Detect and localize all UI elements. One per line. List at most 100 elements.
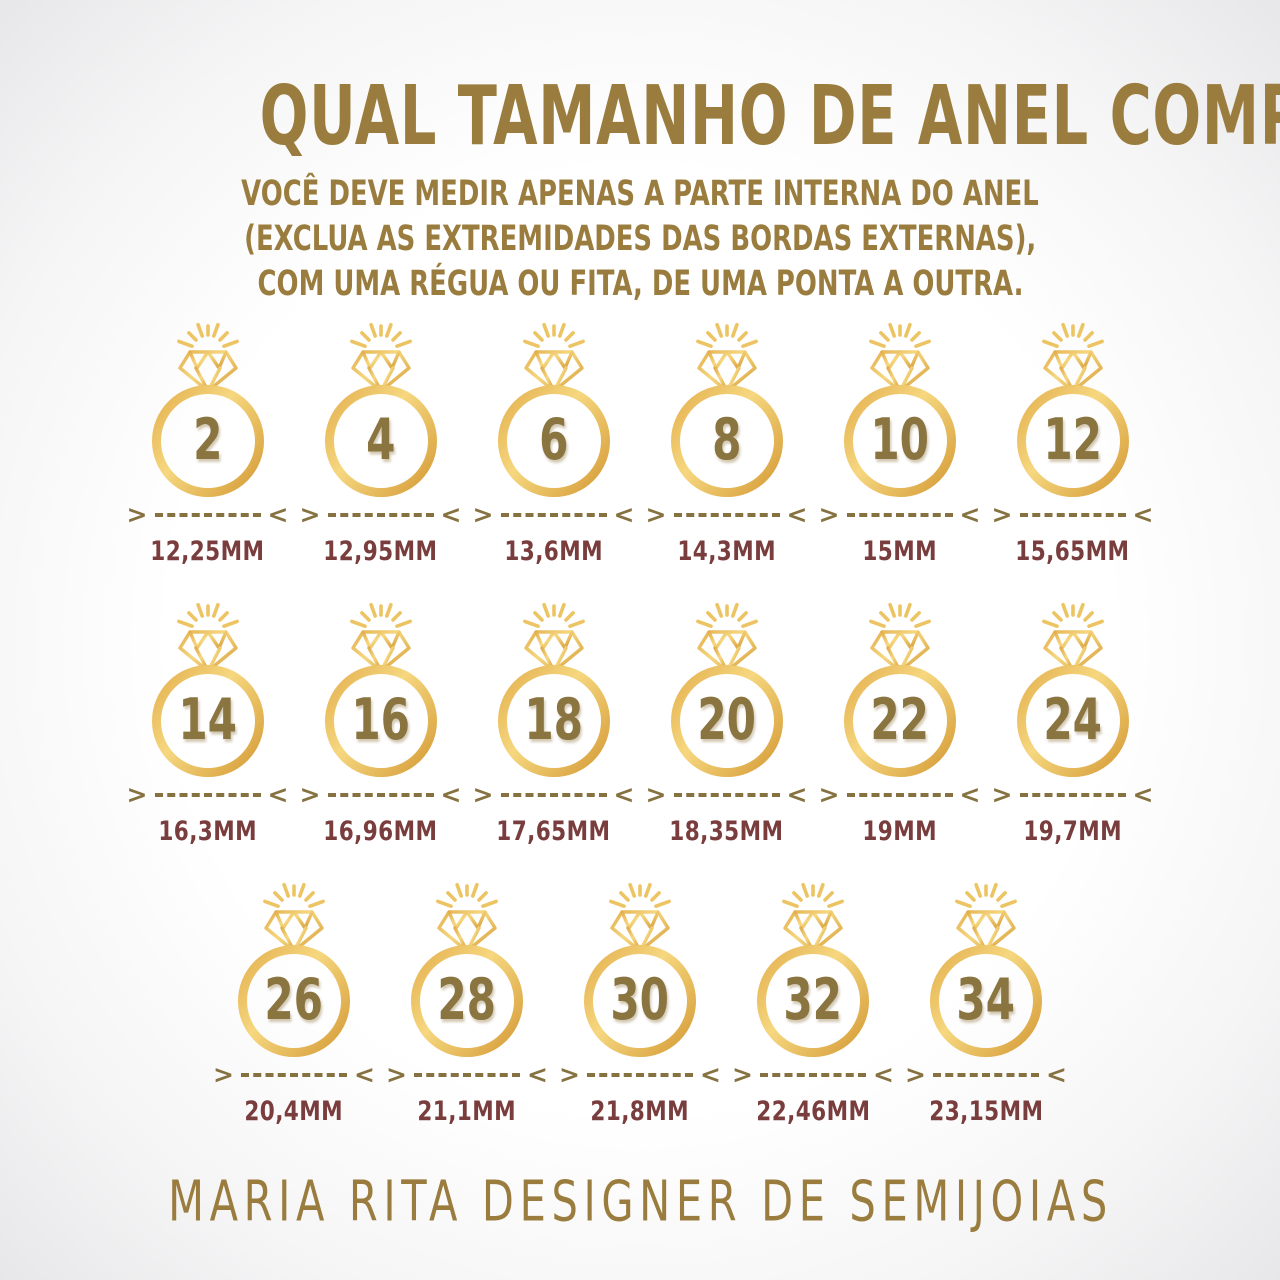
ring-band	[411, 945, 523, 1057]
ring-diameter-label: 15,65MM	[1015, 536, 1130, 567]
brand-footer-text: MARIA RITA DESIGNER DE SEMIJOIAS	[167, 1169, 1113, 1235]
ring-diameter-label: 16,96MM	[323, 816, 438, 847]
diamond-ring-icon: 6	[468, 322, 640, 498]
ring-band	[757, 945, 869, 1057]
ring-size-number: 24	[1043, 687, 1102, 753]
arrow-left-icon: <	[354, 1060, 375, 1089]
ring-band	[670, 665, 783, 777]
ring-size-number: 18	[524, 687, 583, 753]
ring-size-number: 6	[538, 407, 569, 473]
dashed-line	[241, 1073, 347, 1077]
dashed-line	[327, 793, 434, 797]
ring-diameter-label: 17,65MM	[496, 816, 611, 847]
diamond-ring-icon: 18	[468, 602, 640, 778]
arrow-right-icon: >	[299, 500, 321, 529]
diameter-measure: > <	[819, 502, 981, 528]
subtitle-line-2: (EXCLUA AS EXTREMIDADES DAS BORDAS EXTER…	[243, 219, 1037, 259]
sparkle-rays-icon	[522, 602, 585, 629]
diamond-ring-graphic	[843, 602, 956, 777]
diameter-measure: > <	[473, 782, 635, 808]
diameter-measure: > <	[646, 782, 808, 808]
diamond-ring-graphic	[1016, 322, 1129, 497]
arrow-right-icon: >	[559, 1060, 580, 1089]
ring-size-item: 34 > < 23,15MM	[900, 882, 1073, 1127]
dashed-line	[414, 1073, 520, 1077]
arrow-left-icon: <	[1046, 1060, 1067, 1089]
diameter-measure: > <	[819, 782, 981, 808]
ring-size-number: 8	[711, 407, 742, 473]
diamond-ring-graphic	[670, 602, 783, 777]
ring-diameter-label: 12,25MM	[150, 536, 265, 567]
arrow-left-icon: <	[267, 500, 289, 529]
dashed-line	[154, 513, 261, 517]
arrow-right-icon: >	[818, 780, 840, 809]
diamond-ring-graphic	[497, 602, 610, 777]
diamond-ring-graphic	[497, 322, 610, 497]
ring-band	[151, 385, 264, 497]
sparkle-rays-icon	[955, 882, 1017, 909]
sparkle-rays-icon	[522, 322, 585, 349]
diamond-ring-icon: 22	[814, 602, 986, 778]
arrow-right-icon: >	[645, 780, 667, 809]
diameter-measure: > <	[646, 502, 808, 528]
sparkle-rays-icon	[436, 882, 498, 909]
ring-size-number: 4	[365, 407, 396, 473]
ring-size-number: 34	[956, 967, 1016, 1033]
ring-diameter-label: 13,6MM	[504, 536, 603, 567]
diamond-ring-icon: 10	[814, 322, 986, 498]
diameter-measure: > <	[473, 502, 635, 528]
ring-size-item: 24 > < 19,7MM	[986, 602, 1159, 847]
ring-size-number: 28	[437, 967, 497, 1033]
ring-diameter-label: 18,35MM	[669, 816, 784, 847]
ring-diameter-label: 20,4MM	[244, 1096, 344, 1127]
dashed-line	[933, 1073, 1039, 1077]
diamond-ring-graphic	[151, 602, 264, 777]
arrow-right-icon: >	[645, 500, 667, 529]
dashed-line	[587, 1073, 693, 1077]
arrow-right-icon: >	[299, 780, 321, 809]
ring-band	[238, 945, 350, 1057]
ring-band	[324, 385, 437, 497]
arrow-left-icon: <	[786, 500, 808, 529]
ring-size-number: 30	[610, 967, 670, 1033]
page-title-text: QUAL TAMANHO DE ANEL COMPRAR?	[259, 69, 1280, 164]
sparkle-rays-icon	[176, 602, 239, 629]
diamond-ring-icon: 12	[987, 322, 1159, 498]
ring-size-number: 20	[697, 687, 756, 753]
dashed-line	[673, 793, 780, 797]
ring-diameter-label: 23,15MM	[928, 1096, 1044, 1127]
diamond-ring-graphic	[411, 882, 523, 1057]
ring-size-item: 28 > < 21,1MM	[381, 882, 554, 1127]
diamond-ring-graphic	[930, 882, 1042, 1057]
ring-band	[843, 385, 956, 497]
sparkle-rays-icon	[782, 882, 844, 909]
brand-footer: MARIA RITA DESIGNER DE SEMIJOIAS	[0, 1169, 1280, 1235]
diameter-measure: > <	[559, 1062, 721, 1088]
ring-size-item: 2 > < 12,25MM	[121, 322, 294, 567]
subtitle-line-1: VOCÊ DEVE MEDIR APENAS A PARTE INTERNA D…	[241, 174, 1039, 214]
ring-band	[930, 945, 1042, 1057]
page-subtitle: VOCÊ DEVE MEDIR APENAS A PARTE INTERNA D…	[0, 172, 1280, 307]
arrow-left-icon: <	[440, 780, 462, 809]
diamond-ring-graphic	[757, 882, 869, 1057]
ring-diameter-label: 16,3MM	[158, 816, 257, 847]
sparkle-rays-icon	[349, 602, 412, 629]
ring-size-item: 22 > < 19MM	[813, 602, 986, 847]
ring-diameter-label: 21,1MM	[417, 1096, 517, 1127]
arrow-right-icon: >	[126, 780, 148, 809]
diamond-ring-icon: 30	[554, 882, 726, 1058]
ring-band	[1016, 665, 1129, 777]
diameter-measure: > <	[732, 1062, 894, 1088]
diamond-ring-graphic	[324, 602, 437, 777]
ring-band	[151, 665, 264, 777]
diameter-measure: > <	[386, 1062, 548, 1088]
dashed-line	[154, 793, 261, 797]
diamond-ring-icon: 2	[122, 322, 294, 498]
diamond-icon	[523, 630, 584, 673]
ring-band	[497, 385, 610, 497]
diamond-ring-graphic	[670, 322, 783, 497]
ring-size-number: 22	[870, 687, 929, 753]
ring-size-item: 30 > < 21,8MM	[554, 882, 727, 1127]
dashed-line	[1019, 513, 1126, 517]
sparkle-rays-icon	[176, 322, 239, 349]
